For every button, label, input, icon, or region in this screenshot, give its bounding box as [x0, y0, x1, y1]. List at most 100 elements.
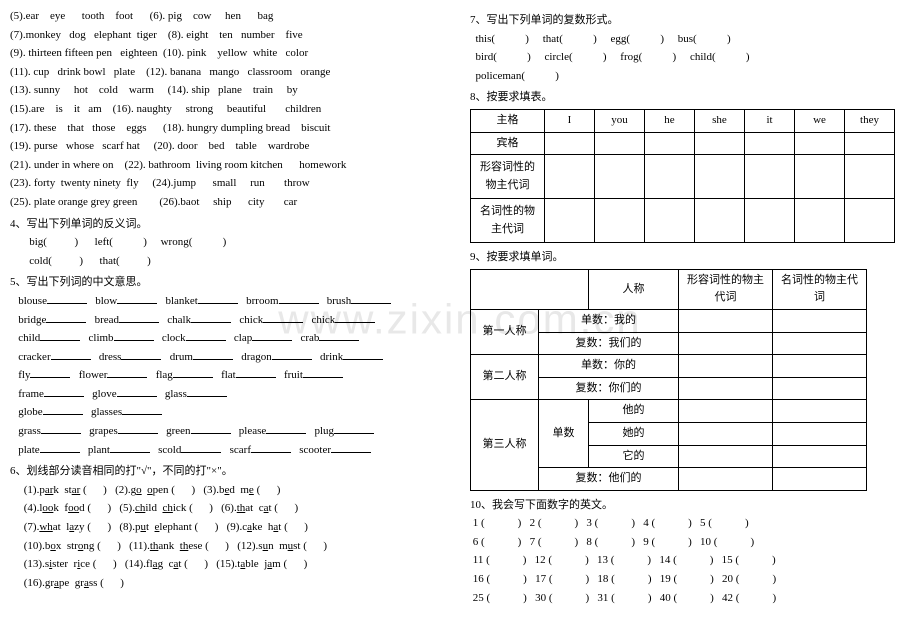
person-label: 第二人称: [471, 355, 539, 400]
table-cell: [645, 155, 695, 199]
vocab-line: cracker dress drum dragon drink: [10, 349, 450, 367]
blank: [191, 423, 231, 434]
table-cell: [695, 155, 745, 199]
table-header: I: [545, 109, 595, 132]
phonics-line: (13).sister rice ( ) (14).flag cat ( ) (…: [10, 556, 450, 574]
plural-line: bird( ) circle( ) frog( ) child( ): [470, 49, 910, 67]
table-corner: [471, 269, 589, 309]
section3-lines: (5).ear eye tooth foot (6). pig cow hen …: [10, 8, 450, 212]
table-header: he: [645, 109, 695, 132]
table-header: you: [595, 109, 645, 132]
antonym-line: big( ) left( ) wrong( ): [10, 234, 450, 252]
table-row-label: 宾格: [471, 132, 545, 155]
table-cell: [773, 400, 867, 423]
vocab-line: fly flower flag flat fruit: [10, 367, 450, 385]
exercise-line: (15).are is it am (16). naughty strong b…: [10, 101, 450, 119]
person-label: 第一人称: [471, 309, 539, 354]
table-cell: [773, 332, 867, 355]
table-cell: [773, 309, 867, 332]
exercise-line: (21). under in where on (22). bathroom l…: [10, 157, 450, 175]
blank: [47, 293, 87, 304]
section6-lines: (1).park star ( ) (2).go open ( ) (3).be…: [10, 482, 450, 593]
blank: [118, 423, 158, 434]
table-header: 人称: [589, 269, 679, 309]
blank: [351, 293, 391, 304]
blank: [186, 330, 226, 341]
table-cell: [773, 445, 867, 468]
table-cell: [595, 132, 645, 155]
blank: [43, 404, 83, 415]
table-row-label: 形容词性的物主代词: [471, 155, 545, 199]
row-label: 复数：他们的: [539, 468, 679, 491]
blank: [51, 349, 91, 360]
blank: [46, 312, 86, 323]
vocab-line: blouse blow blanket brroom brush: [10, 293, 450, 311]
vocab-line: child climb clock clap crab: [10, 330, 450, 348]
blank: [187, 386, 227, 397]
row-label: 复数：你们的: [539, 377, 679, 400]
blank: [110, 442, 150, 453]
section9-title: 9、按要求填单词。: [470, 249, 910, 267]
table-header: we: [795, 109, 845, 132]
table-cell: [845, 132, 895, 155]
number-line: 6 ( ) 7 ( ) 8 ( ) 9 ( ) 10 ( ): [470, 534, 910, 552]
vocab-line: frame glove glass: [10, 386, 450, 404]
table-cell: [679, 445, 773, 468]
blank: [40, 442, 80, 453]
section8-title: 8、按要求填表。: [470, 89, 910, 107]
blank: [343, 349, 383, 360]
section10-title: 10、我会写下面数字的英文。: [470, 497, 910, 515]
table-cell: [679, 400, 773, 423]
blank: [107, 367, 147, 378]
blank: [121, 349, 161, 360]
blank: [193, 349, 233, 360]
exercise-line: (17). these that those eggs (18). hungry…: [10, 120, 450, 138]
left-column: (5).ear eye tooth foot (6). pig cow hen …: [0, 0, 460, 637]
section5-lines: blouse blow blanket brroom brush bridge …: [10, 293, 450, 459]
table-cell: [773, 422, 867, 445]
row-label: 她的: [589, 422, 679, 445]
blank: [191, 312, 231, 323]
phonics-line: (10).box strong ( ) (11).thank these ( )…: [10, 538, 450, 556]
plural-line: this( ) that( ) egg( ) bus( ): [470, 31, 910, 49]
blank: [173, 367, 213, 378]
exercise-line: (23). forty twenty ninety fly (24).jump …: [10, 175, 450, 193]
vocab-line: plate plant scold scarf scooter: [10, 442, 450, 460]
blank: [119, 312, 159, 323]
exercise-line: (19). purse whose scarf hat (20). door b…: [10, 138, 450, 156]
blank: [181, 442, 221, 453]
table-cell: [845, 155, 895, 199]
blank: [279, 293, 319, 304]
table-cell: [795, 132, 845, 155]
table-cell: [679, 468, 773, 491]
table8: 主格Iyouhesheitwethey宾格形容词性的物主代词名词性的物主代词: [470, 109, 895, 243]
table-row-label: 名词性的物主代词: [471, 199, 545, 243]
exercise-line: (11). cup drink bowl plate (12). banana …: [10, 64, 450, 82]
phonics-line: (16).grape grass ( ): [10, 575, 450, 593]
blank: [44, 386, 84, 397]
section7-title: 7、写出下列单词的复数形式。: [470, 12, 910, 30]
phonics-line: (4).look food ( ) (5).child chick ( ) (6…: [10, 500, 450, 518]
table-cell: [773, 355, 867, 378]
vocab-line: bridge bread chalk chick chick: [10, 312, 450, 330]
exercise-line: (7).monkey dog elephant tiger (8). eight…: [10, 27, 450, 45]
table-cell: [679, 355, 773, 378]
blank: [272, 349, 312, 360]
table-cell: [645, 132, 695, 155]
blank: [319, 330, 359, 341]
table-header: they: [845, 109, 895, 132]
blank: [266, 423, 306, 434]
person-label: 第三人称: [471, 400, 539, 490]
number-line: 11 ( ) 12 ( ) 13 ( ) 14 ( ) 15 ( ): [470, 552, 910, 570]
table-cell: [545, 155, 595, 199]
phonics-line: (7).what lazy ( ) (8).put elephant ( ) (…: [10, 519, 450, 537]
table-header: 形容词性的物主代词: [679, 269, 773, 309]
row-label: 他的: [589, 400, 679, 423]
table-cell: [795, 199, 845, 243]
number-line: 25 ( ) 30 ( ) 31 ( ) 40 ( ) 42 ( ): [470, 590, 910, 608]
row-label: 单数：你的: [539, 355, 679, 378]
blank: [236, 367, 276, 378]
exercise-line: (5).ear eye tooth foot (6). pig cow hen …: [10, 8, 450, 26]
blank: [331, 442, 371, 453]
section6-title: 6、划线部分读音相同的打"√"，不同的打"×"。: [10, 463, 450, 481]
